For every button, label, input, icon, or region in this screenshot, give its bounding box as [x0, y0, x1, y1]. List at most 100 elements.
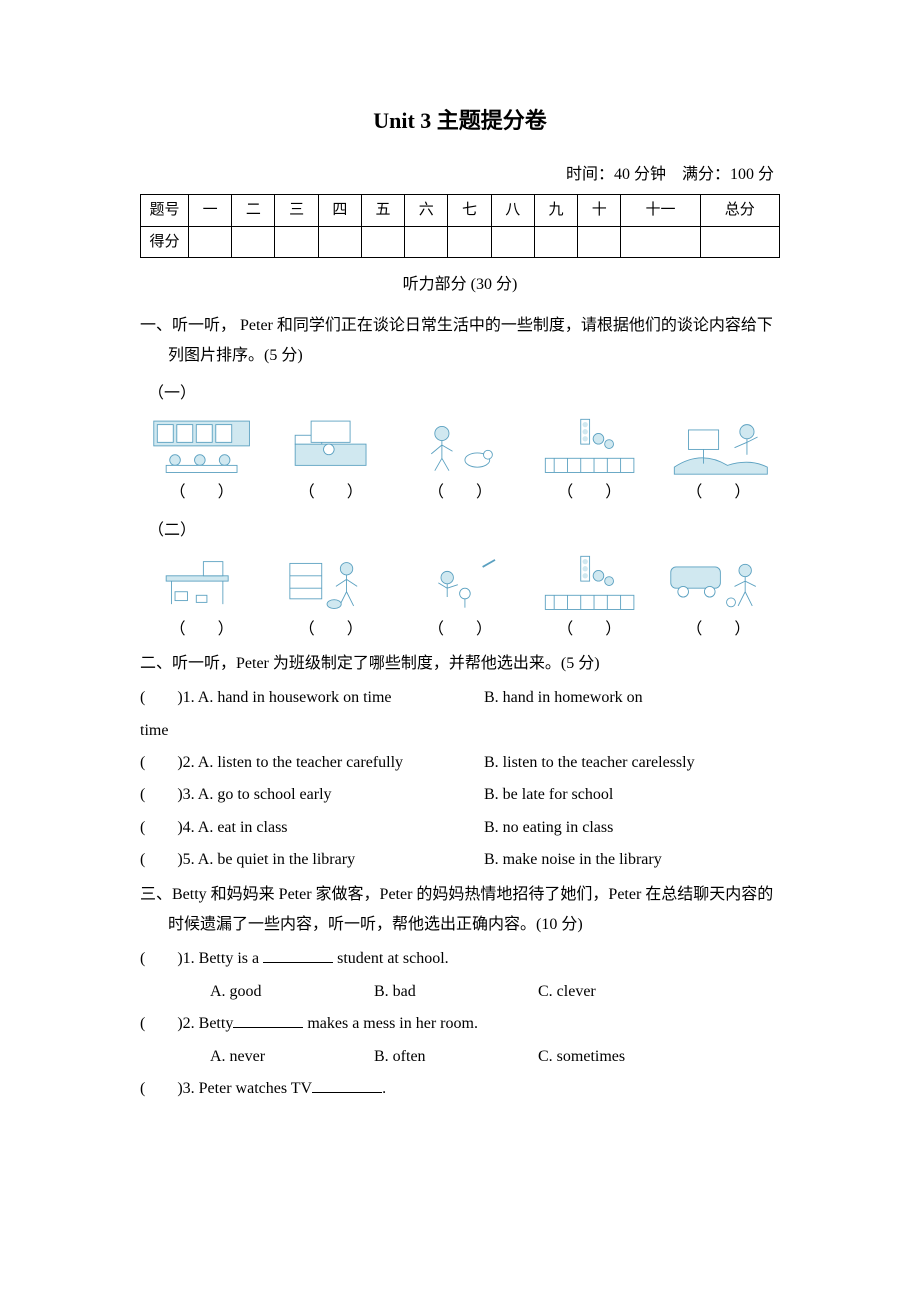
q1-image-cell — [528, 414, 651, 476]
q1-paren-row-2: （ ） （ ） （ ） （ ） （ ） — [140, 615, 780, 645]
fill-blank[interactable] — [233, 1011, 303, 1029]
score-header-cell: 五 — [361, 195, 404, 227]
answer-paren[interactable]: （ ） — [657, 478, 780, 508]
q1-image-cell — [269, 551, 392, 613]
answer-paren[interactable]: （ ） — [269, 478, 392, 508]
q2-option-b: B. hand in homework on — [484, 683, 643, 713]
score-table-header-row: 题号 一 二 三 四 五 六 七 八 九 十 十一 总分 — [141, 195, 780, 227]
q3-stem-pre: ( )2. Betty — [140, 1015, 233, 1032]
score-header-cell: 十 — [578, 195, 621, 227]
fill-blank[interactable] — [312, 1075, 382, 1093]
q3-choice-a: A. good — [210, 977, 370, 1007]
q3-item-stem: ( )3. Peter watches TV. — [140, 1074, 780, 1104]
answer-paren[interactable]: （ ） — [528, 478, 651, 508]
q1-image-cell — [657, 551, 780, 613]
score-table: 题号 一 二 三 四 五 六 七 八 九 十 十一 总分 得分 — [140, 194, 780, 258]
score-cell[interactable] — [361, 226, 404, 258]
score-cell[interactable] — [621, 226, 700, 258]
score-cell[interactable] — [318, 226, 361, 258]
score-header-cell: 三 — [275, 195, 318, 227]
score-header-cell: 一 — [189, 195, 232, 227]
q2-option-b: B. listen to the teacher carelessly — [484, 748, 695, 778]
library-icon — [140, 414, 263, 476]
score-cell[interactable] — [534, 226, 577, 258]
q2-option-a: ( )1. A. hand in housework on time — [140, 683, 480, 713]
q1-image-cell — [398, 414, 521, 476]
score-header-cell: 八 — [491, 195, 534, 227]
q2-option-b: B. no eating in class — [484, 813, 613, 843]
q2-option-b: B. be late for school — [484, 780, 613, 810]
q1-paren-row-1: （ ） （ ） （ ） （ ） （ ） — [140, 478, 780, 508]
q2-option-a: ( )2. A. listen to the teacher carefully — [140, 748, 480, 778]
q2-heading: 二、听一听，Peter 为班级制定了哪些制度，并帮他选出来。(5 分) — [140, 649, 780, 679]
crosswalk-icon — [528, 551, 651, 613]
answer-paren[interactable]: （ ） — [140, 478, 263, 508]
q2-item-tail: time — [140, 716, 780, 746]
listening-section-header: 听力部分 (30 分) — [140, 270, 780, 300]
score-cell[interactable] — [232, 226, 275, 258]
answer-paren[interactable]: （ ） — [269, 615, 392, 645]
crosswalk-icon — [528, 414, 651, 476]
q3-stem-post: student at school. — [333, 950, 449, 967]
q1-heading: 一、听一听， Peter 和同学们正在谈论日常生活中的一些制度，请根据他们的谈论… — [140, 311, 780, 372]
q1-image-row-2 — [140, 551, 780, 613]
q2-item: ( )2. A. listen to the teacher carefully… — [140, 748, 780, 778]
score-cell[interactable] — [275, 226, 318, 258]
street-football-icon — [657, 551, 780, 613]
q1-image-cell — [657, 414, 780, 476]
score-cell[interactable] — [405, 226, 448, 258]
score-cell[interactable] — [578, 226, 621, 258]
pick-flower-icon — [398, 551, 521, 613]
q1-image-row-1 — [140, 414, 780, 476]
q1-image-cell — [528, 551, 651, 613]
q3-item-stem: ( )1. Betty is a student at school. — [140, 944, 780, 974]
q1-sub1-label: （一） — [148, 379, 780, 409]
fill-blank[interactable] — [263, 946, 333, 964]
q3-stem-pre: ( )3. Peter watches TV — [140, 1080, 312, 1097]
q1-sub2-label: （二） — [148, 516, 780, 546]
q3-choice-b: B. often — [374, 1042, 534, 1072]
score-header-cell: 十一 — [621, 195, 700, 227]
q1-image-cell — [398, 551, 521, 613]
score-cell[interactable] — [491, 226, 534, 258]
page-title: Unit 3 主题提分卷 — [140, 100, 780, 142]
score-table-blank-row: 得分 — [141, 226, 780, 258]
q3-choice-b: B. bad — [374, 977, 534, 1007]
q3-stem-post: makes a mess in her room. — [303, 1015, 478, 1032]
meta-line: 时间：40 分钟 满分：100 分 — [140, 160, 780, 190]
score-header-cell: 七 — [448, 195, 491, 227]
answer-paren[interactable]: （ ） — [657, 615, 780, 645]
q2-item: ( )1. A. hand in housework on time B. ha… — [140, 683, 780, 713]
q3-heading: 三、Betty 和妈妈来 Peter 家做客，Peter 的妈妈热情地招待了她们… — [140, 880, 780, 941]
score-header-cell: 二 — [232, 195, 275, 227]
q3-stem-post: . — [382, 1080, 386, 1097]
score-cell[interactable] — [189, 226, 232, 258]
q2-item: ( )5. A. be quiet in the library B. make… — [140, 845, 780, 875]
q2-item: ( )4. A. eat in class B. no eating in cl… — [140, 813, 780, 843]
q3-choice-a: A. never — [210, 1042, 370, 1072]
answer-paren[interactable]: （ ） — [398, 615, 521, 645]
q2-item: ( )3. A. go to school early B. be late f… — [140, 780, 780, 810]
q2-option-a: ( )5. A. be quiet in the library — [140, 845, 480, 875]
q3-choice-c: C. clever — [538, 983, 596, 1000]
girl-dog-icon — [398, 414, 521, 476]
score-header-cell: 题号 — [141, 195, 189, 227]
score-header-cell: 四 — [318, 195, 361, 227]
score-row-label: 得分 — [141, 226, 189, 258]
q3-stem-pre: ( )1. Betty is a — [140, 950, 263, 967]
q1-image-cell — [140, 551, 263, 613]
answer-paren[interactable]: （ ） — [528, 615, 651, 645]
q1-image-cell — [269, 414, 392, 476]
answer-paren[interactable]: （ ） — [398, 478, 521, 508]
q3-choices: A. good B. bad C. clever — [140, 977, 780, 1007]
q3-item-stem: ( )2. Betty makes a mess in her room. — [140, 1009, 780, 1039]
score-header-cell: 九 — [534, 195, 577, 227]
score-cell[interactable] — [700, 226, 779, 258]
score-cell[interactable] — [448, 226, 491, 258]
answer-paren[interactable]: （ ） — [140, 615, 263, 645]
bedroom-icon — [269, 414, 392, 476]
q1-image-cell — [140, 414, 263, 476]
q3-choices: A. never B. often C. sometimes — [140, 1042, 780, 1072]
score-header-cell: 六 — [405, 195, 448, 227]
messy-desk-icon — [140, 551, 263, 613]
